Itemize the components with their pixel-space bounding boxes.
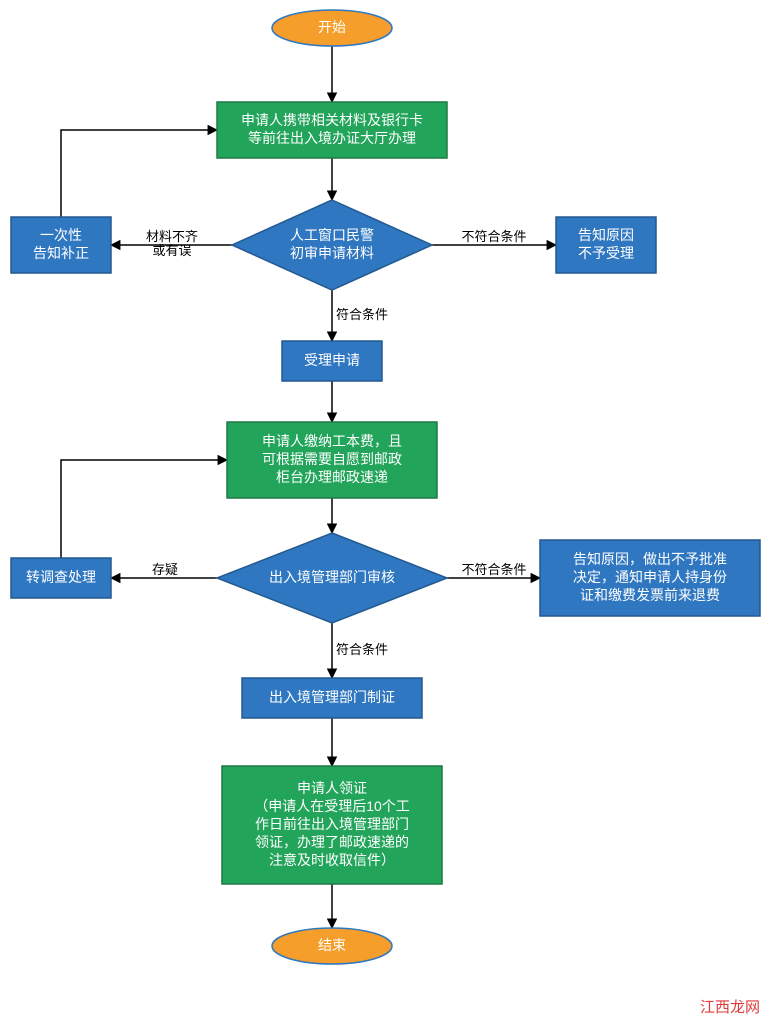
node-d2: 出入境管理部门审核	[217, 533, 447, 623]
flow-edge	[61, 130, 217, 217]
node-leftB: 转调查处理	[11, 558, 111, 598]
node-end: 结束	[272, 928, 392, 964]
node-leftA: 一次性告知补正	[11, 217, 111, 273]
edge-label: 不符合条件	[461, 562, 526, 577]
node-label-end: 结束	[318, 937, 346, 953]
node-label-accept: 受理申请	[304, 352, 360, 368]
node-label-makecert: 出入境管理部门制证	[269, 689, 395, 705]
edge-label: 材料不齐或有误	[146, 229, 198, 258]
edge-label: 符合条件	[336, 307, 388, 322]
node-label-d2: 出入境管理部门审核	[269, 569, 395, 585]
node-makecert: 出入境管理部门制证	[242, 678, 422, 718]
node-p2: 申请人缴纳工本费，且可根据需要自愿到邮政柜台办理邮政速递	[227, 422, 437, 498]
edge-label: 存疑	[152, 562, 178, 577]
node-label-rightB: 告知原因，做出不予批准决定，通知申请人持身份证和缴费发票前来退费	[573, 551, 727, 603]
edge-label: 不符合条件	[461, 229, 526, 244]
node-label-p2: 申请人缴纳工本费，且可根据需要自愿到邮政柜台办理邮政速递	[262, 433, 402, 485]
watermark: 江西龙网	[700, 999, 760, 1016]
node-p3: 申请人领证（申请人在受理后10个工作日前往出入境管理部门领证，办理了邮政速递的注…	[222, 766, 442, 884]
edge-label: 符合条件	[336, 642, 388, 657]
node-rightA: 告知原因不予受理	[556, 217, 656, 273]
node-p1: 申请人携带相关材料及银行卡等前往出入境办证大厅办理	[217, 102, 447, 158]
node-label-leftB: 转调查处理	[26, 569, 96, 585]
node-accept: 受理申请	[282, 341, 382, 381]
node-start: 开始	[272, 10, 392, 46]
node-d1: 人工窗口民警初审申请材料	[232, 200, 432, 290]
node-rightB: 告知原因，做出不予批准决定，通知申请人持身份证和缴费发票前来退费	[540, 540, 760, 616]
flow-edge	[61, 460, 227, 558]
node-label-start: 开始	[318, 19, 346, 35]
